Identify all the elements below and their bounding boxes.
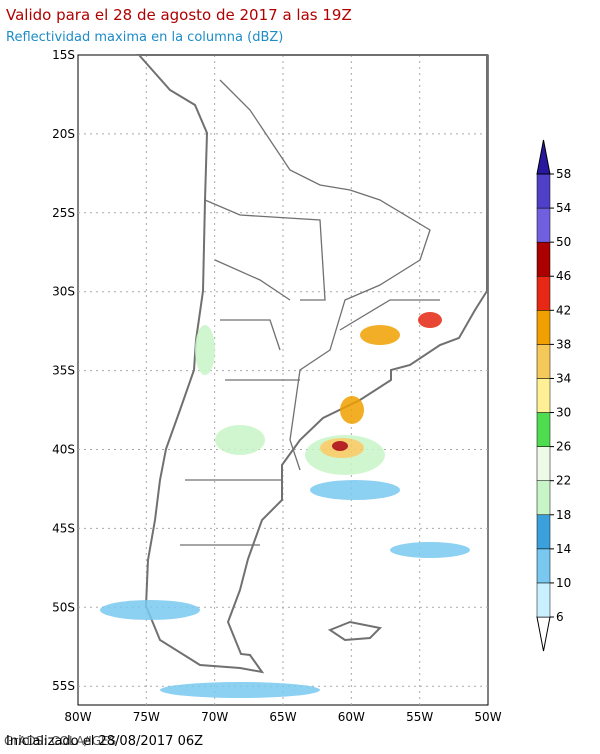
colorbar-label: 14 <box>556 542 571 556</box>
lat-label: 25S <box>52 206 75 220</box>
colorbar-label: 26 <box>556 440 571 454</box>
subtitle: Reflectividad maxima en la columna (dBZ) <box>6 30 283 45</box>
colorbar-high-triangle <box>536 139 551 175</box>
colorbar-label: 38 <box>556 337 571 351</box>
islands <box>327 620 383 642</box>
lon-label: 70W <box>201 710 228 724</box>
title: Valido para el 28 de agosto de 2017 a la… <box>6 6 352 24</box>
colorbar-box <box>536 173 551 209</box>
colorbar-box <box>536 275 551 311</box>
colorbar-label: 6 <box>556 610 564 624</box>
colorbar: 6 10 14 18 22 26 30 34 38 42 46 50 54 58 <box>536 139 571 652</box>
colorbar-label: 46 <box>556 269 571 283</box>
colorbar-box <box>536 310 551 345</box>
colorbar-box <box>536 412 551 447</box>
colorbar-box <box>536 548 551 584</box>
echoes <box>100 312 470 698</box>
lat-label: 30S <box>52 285 75 299</box>
lon-label: 75W <box>133 710 160 724</box>
colorbar-box <box>536 378 551 413</box>
colorbar-label: 34 <box>556 371 571 385</box>
footer-right: Inicializado el 28/08/2017 06Z <box>6 734 203 749</box>
borders <box>180 79 440 546</box>
colorbar-box <box>536 582 551 618</box>
lat-label: 20S <box>52 127 75 141</box>
colorbar-box <box>536 207 551 243</box>
lat-label: 15S <box>52 48 75 62</box>
footer-left: GrADS: COLA/IGES <box>4 734 116 748</box>
lat-label: 40S <box>52 443 75 457</box>
lon-label: 80W <box>64 710 91 724</box>
map <box>77 54 489 706</box>
lat-label: 35S <box>52 364 75 378</box>
colorbar-label: 18 <box>556 508 571 522</box>
colorbar-label: 58 <box>556 167 571 181</box>
colorbar-label: 22 <box>556 474 571 488</box>
colorbar-box <box>536 514 551 550</box>
colorbar-box <box>536 241 551 277</box>
lon-label: 50W <box>474 710 501 724</box>
lon-label: 60W <box>338 710 365 724</box>
colorbar-label: 50 <box>556 235 571 249</box>
lon-label: 65W <box>269 710 296 724</box>
colorbar-label: 10 <box>556 576 571 590</box>
lat-label: 45S <box>52 521 75 535</box>
lat-label: 50S <box>52 600 75 614</box>
colorbar-box <box>536 480 551 516</box>
colorbar-box <box>536 344 551 379</box>
colorbar-box <box>536 446 551 481</box>
colorbar-label: 42 <box>556 303 571 317</box>
colorbar-label: 30 <box>556 406 571 420</box>
lon-label: 55W <box>406 710 433 724</box>
lat-label: 55S <box>52 679 75 693</box>
colorbar-label: 54 <box>556 201 571 215</box>
